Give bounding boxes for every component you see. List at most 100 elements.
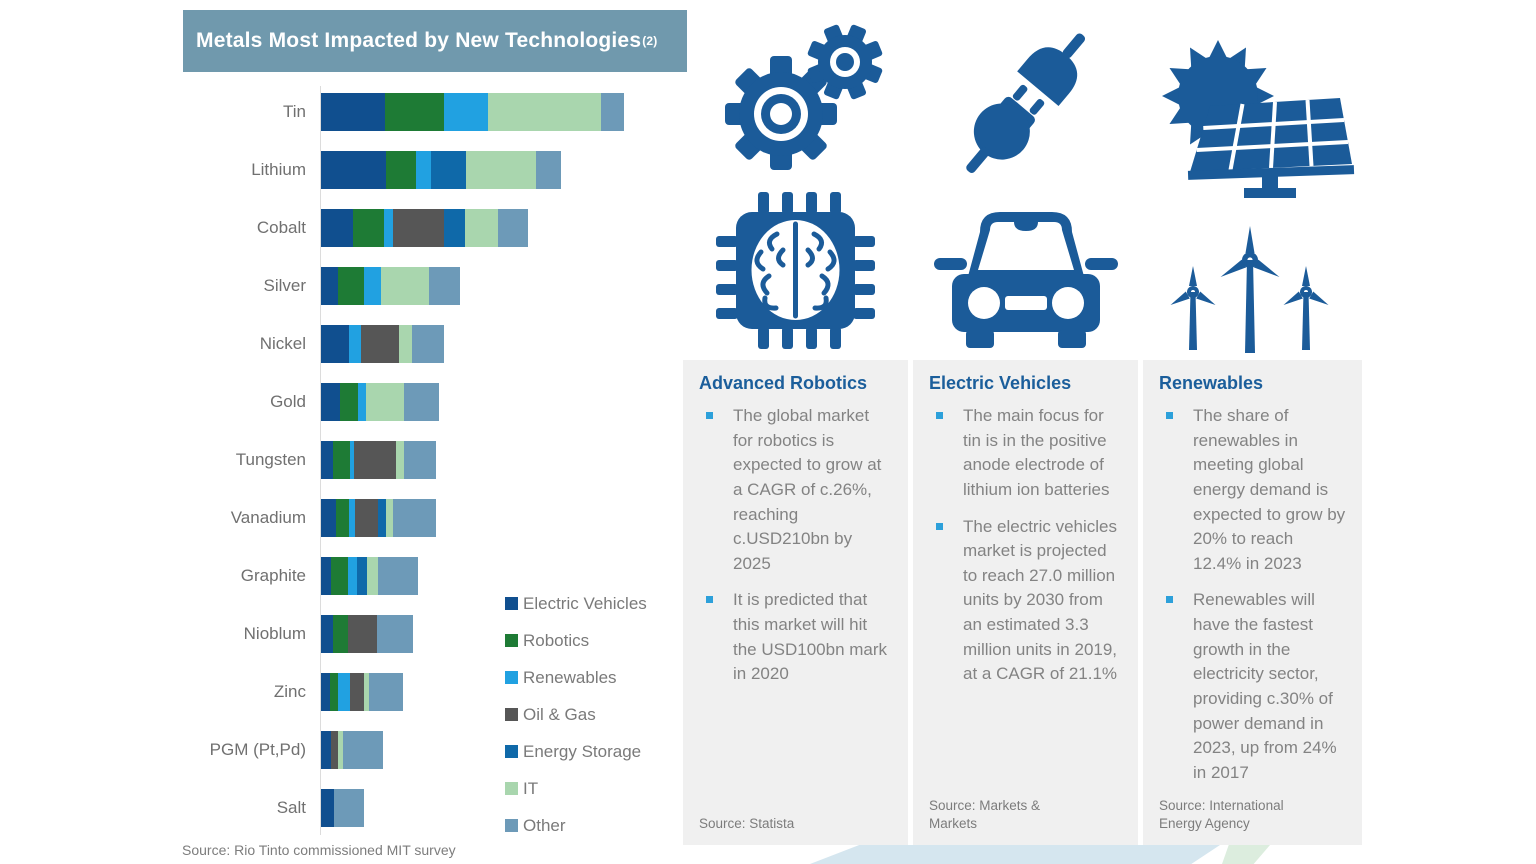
- bar-segment-robotics: [386, 151, 416, 189]
- bar-segment-energy-storage: [357, 557, 367, 595]
- bar-segment-renewables: [348, 557, 357, 595]
- legend-label: Other: [523, 815, 566, 835]
- bullet-item: The share of renewables in meeting globa…: [1159, 404, 1346, 576]
- legend-swatch-icon: [505, 782, 518, 795]
- bar-segment-other: [536, 151, 561, 189]
- chart-row-lithium: Lithium: [0, 141, 690, 199]
- panel-source: Source: Statista: [699, 815, 795, 831]
- bar-segment-other: [377, 615, 413, 653]
- chart-category-label: Tungsten: [235, 450, 306, 469]
- stacked-bar: [321, 209, 528, 247]
- chart-title-text: Metals Most Impacted by New Technologies: [196, 29, 642, 52]
- panel-renewables: Renewables The share of renewables in me…: [1143, 360, 1362, 845]
- stacked-bar: [321, 557, 418, 595]
- bullet-text: The share of renewables in meeting globa…: [1193, 406, 1346, 573]
- stacked-bar: [321, 673, 403, 711]
- legend-item-robotics: Robotics: [505, 629, 647, 652]
- bar-segment-electric-vehicles: [321, 441, 333, 479]
- bar-segment-it: [366, 383, 404, 421]
- chart-category-label: PGM (Pt,Pd): [209, 740, 306, 759]
- bullet-square-icon: [1166, 596, 1173, 604]
- panel-title: Renewables: [1159, 373, 1264, 393]
- stacked-bar-chart: Tin Lithium Cobalt Silver Nickel Gold Tungsten…: [0, 83, 690, 837]
- solar-panel-sun-icon: [1162, 40, 1355, 198]
- bullet-text: The electric vehicles market is projecte…: [963, 516, 1118, 684]
- legend-label: Electric Vehicles: [523, 593, 647, 613]
- bar-segment-renewables: [364, 267, 381, 305]
- chart-row-gold: Gold: [0, 373, 690, 431]
- legend-label: IT: [523, 778, 539, 798]
- bar-segment-it: [381, 267, 429, 305]
- bullet-item: The electric vehicles market is projecte…: [929, 515, 1122, 687]
- chart-title-superscript: (2): [642, 34, 658, 48]
- bar-segment-other: [393, 499, 436, 537]
- bullet-text: It is predicted that this market will hi…: [733, 590, 888, 684]
- bar-segment-renewables: [416, 151, 431, 189]
- bullet-item: It is predicted that this market will hi…: [699, 588, 892, 687]
- legend-item-energy-storage: Energy Storage: [505, 740, 647, 763]
- chart-row-tungsten: Tungsten: [0, 431, 690, 489]
- stacked-bar: [321, 441, 436, 479]
- stacked-bar: [321, 789, 364, 827]
- bar-segment-electric-vehicles: [321, 325, 349, 363]
- bar-segment-other: [404, 441, 436, 479]
- legend-swatch-icon: [505, 745, 518, 758]
- legend-swatch-icon: [505, 671, 518, 684]
- panel-source: Source: Markets & Markets: [929, 797, 1041, 831]
- bar-segment-renewables: [444, 93, 488, 131]
- bullet-item: Renewables will have the fastest growth …: [1159, 588, 1346, 785]
- panel-source: Source: International Energy Agency: [1159, 797, 1284, 831]
- legend-label: Robotics: [523, 630, 590, 650]
- panel-electric-vehicles: Electric Vehicles The main focus for tin…: [913, 360, 1138, 845]
- bar-segment-energy-storage: [378, 499, 386, 537]
- chart-row-nickel: Nickel: [0, 315, 690, 373]
- bar-segment-renewables: [384, 209, 393, 247]
- bullet-text: The main focus for tin is in the positiv…: [963, 406, 1110, 499]
- bar-segment-electric-vehicles: [321, 615, 333, 653]
- bar-segment-electric-vehicles: [321, 499, 336, 537]
- bar-segment-electric-vehicles: [321, 673, 330, 711]
- bullet-item: The main focus for tin is in the positiv…: [929, 404, 1122, 503]
- bar-segment-it: [466, 151, 536, 189]
- legend-swatch-icon: [505, 597, 518, 610]
- bar-segment-electric-vehicles: [321, 209, 353, 247]
- chart-category-label: Vanadium: [230, 508, 306, 527]
- legend-swatch-icon: [505, 634, 518, 647]
- gears-icon: [725, 24, 883, 170]
- stacked-bar: [321, 151, 561, 189]
- bar-segment-it: [465, 209, 498, 247]
- chart-category-label: Lithium: [251, 160, 306, 179]
- chart-category-label: Nioblum: [243, 624, 306, 643]
- bullet-square-icon: [936, 522, 943, 530]
- chart-row-graphite: Graphite: [0, 547, 690, 605]
- bar-segment-robotics: [353, 209, 384, 247]
- bullet-square-icon: [1166, 412, 1173, 419]
- legend-item-it: IT: [505, 777, 647, 800]
- stacked-bar: [321, 615, 413, 653]
- bullet-square-icon: [706, 596, 713, 604]
- legend-swatch-icon: [505, 819, 518, 832]
- bar-segment-oil-gas: [361, 325, 399, 363]
- bar-segment-robotics: [336, 499, 349, 537]
- chart-rows: Tin Lithium Cobalt Silver Nickel Gold Tungsten…: [0, 83, 690, 837]
- bar-segment-energy-storage: [444, 209, 465, 247]
- legend-item-renewables: Renewables: [505, 666, 647, 689]
- stacked-bar: [321, 499, 436, 537]
- bar-segment-other: [601, 93, 624, 131]
- bar-segment-electric-vehicles: [321, 383, 340, 421]
- bullet-square-icon: [706, 412, 713, 419]
- chart-legend: Electric Vehicles Robotics Renewables Oil &…: [505, 592, 647, 851]
- chart-title: Metals Most Impacted by New Technologies…: [183, 10, 687, 72]
- chart-axis-line: [320, 86, 321, 835]
- bar-segment-oil-gas: [355, 499, 378, 537]
- bar-segment-robotics: [340, 383, 358, 421]
- bar-segment-it: [364, 673, 369, 711]
- stacked-bar: [321, 731, 383, 769]
- bar-segment-robotics: [333, 615, 348, 653]
- chart-row-silver: Silver: [0, 257, 690, 315]
- bar-segment-renewables: [349, 325, 361, 363]
- panel-advanced-robotics: Advanced Robotics The global market for …: [683, 360, 908, 845]
- bar-segment-it: [386, 499, 393, 537]
- chart-category-label: Cobalt: [256, 218, 306, 237]
- decorative-swoosh-blue: [810, 845, 1220, 864]
